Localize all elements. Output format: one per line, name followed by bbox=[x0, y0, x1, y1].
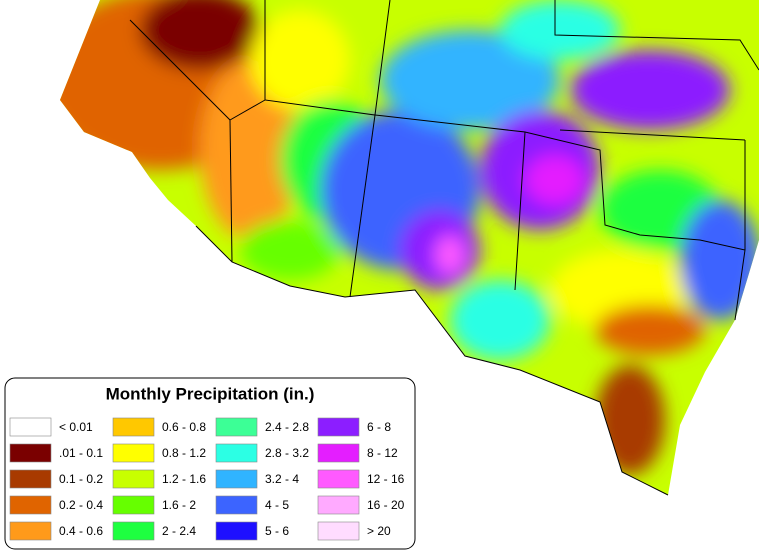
legend-swatch bbox=[112, 521, 155, 541]
legend-swatch bbox=[215, 495, 258, 515]
legend-swatch bbox=[112, 495, 155, 515]
legend-swatch bbox=[9, 417, 52, 437]
legend-swatch bbox=[317, 521, 360, 541]
legend-label: 8 - 12 bbox=[367, 446, 398, 460]
legend-swatch bbox=[112, 443, 155, 463]
legend-label: 0.6 - 0.8 bbox=[162, 420, 206, 434]
legend-label: 0.2 - 0.4 bbox=[59, 498, 103, 512]
legend-swatch bbox=[9, 443, 52, 463]
legend-swatch bbox=[317, 443, 360, 463]
legend-label: 2 - 2.4 bbox=[162, 524, 196, 538]
legend-swatch bbox=[317, 417, 360, 437]
legend-label: 0.8 - 1.2 bbox=[162, 446, 206, 460]
legend-swatch bbox=[215, 469, 258, 489]
legend-label: 2.8 - 3.2 bbox=[265, 446, 309, 460]
legend-label: < 0.01 bbox=[59, 420, 93, 434]
legend-swatch bbox=[9, 521, 52, 541]
legend-label: 6 - 8 bbox=[367, 420, 391, 434]
legend-swatch bbox=[112, 417, 155, 437]
legend-label: .01 - 0.1 bbox=[59, 446, 103, 460]
legend-label: 4 - 5 bbox=[265, 498, 289, 512]
legend-label: 3.2 - 4 bbox=[265, 472, 299, 486]
legend-label: 1.2 - 1.6 bbox=[162, 472, 206, 486]
legend-items: < 0.01 .01 - 0.1 0.1 - 0.2 0.2 - 0.4 0.4 - 0… bbox=[9, 417, 405, 541]
legend-swatch bbox=[112, 469, 155, 489]
legend-label: 1.6 - 2 bbox=[162, 498, 196, 512]
legend-label: 12 - 16 bbox=[367, 472, 405, 486]
legend-label: 5 - 6 bbox=[265, 524, 289, 538]
legend-label: 0.1 - 0.2 bbox=[59, 472, 103, 486]
legend-swatch bbox=[317, 495, 360, 515]
legend-swatch bbox=[9, 495, 52, 515]
legend-swatch bbox=[215, 417, 258, 437]
legend-box bbox=[4, 377, 416, 550]
legend-swatch bbox=[215, 443, 258, 463]
legend: Monthly Precipitation (in.) < 0.01 .01 - … bbox=[4, 377, 416, 550]
legend-swatch bbox=[317, 469, 360, 489]
legend-label: > 20 bbox=[367, 524, 391, 538]
legend-title: Monthly Precipitation (in.) bbox=[106, 384, 315, 403]
boundaries bbox=[129, 0, 759, 496]
legend-label: 0.4 - 0.6 bbox=[59, 524, 103, 538]
legend-label: 2.4 - 2.8 bbox=[265, 420, 309, 434]
legend-swatch bbox=[215, 521, 258, 541]
legend-label: 16 - 20 bbox=[367, 498, 405, 512]
legend-swatch bbox=[9, 469, 52, 489]
